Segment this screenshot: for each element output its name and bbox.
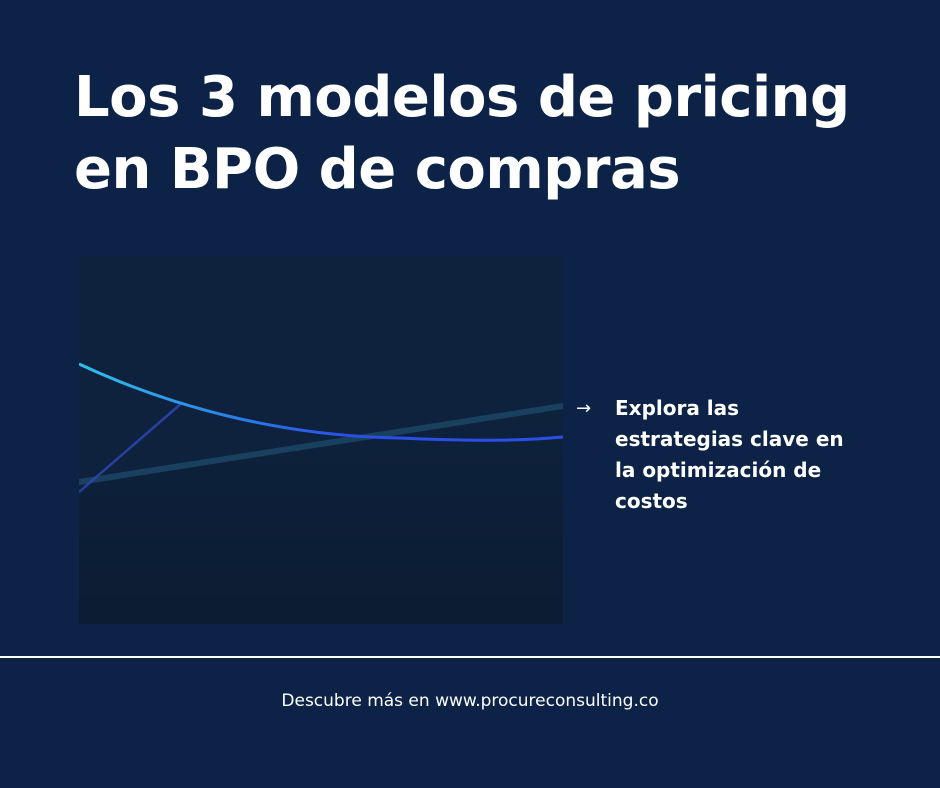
descending-curve	[79, 362, 563, 442]
title-line-2: en BPO de compras	[74, 137, 681, 202]
abstract-curves-image	[79, 256, 563, 624]
page-title: Los 3 modelos de pricing en BPO de compr…	[74, 62, 894, 206]
callout-text: Explora las estrategias clave en la opti…	[615, 393, 875, 517]
rising-band-line	[79, 403, 563, 485]
callout-line-2: estrategias clave en	[615, 427, 844, 451]
footer-text: Descubre más en www.procureconsulting.co	[281, 691, 659, 711]
curves-illustration	[79, 256, 563, 624]
callout-line-3: la optimización de	[615, 458, 822, 482]
divider	[0, 656, 940, 658]
title-line-1: Los 3 modelos de pricing	[74, 65, 850, 130]
callout-line-1: Explora las	[615, 396, 740, 420]
arrow-right-icon: →	[576, 398, 592, 419]
shadow-area	[79, 406, 563, 624]
diagonal-line	[79, 401, 184, 493]
callout-line-4: costos	[615, 489, 688, 513]
